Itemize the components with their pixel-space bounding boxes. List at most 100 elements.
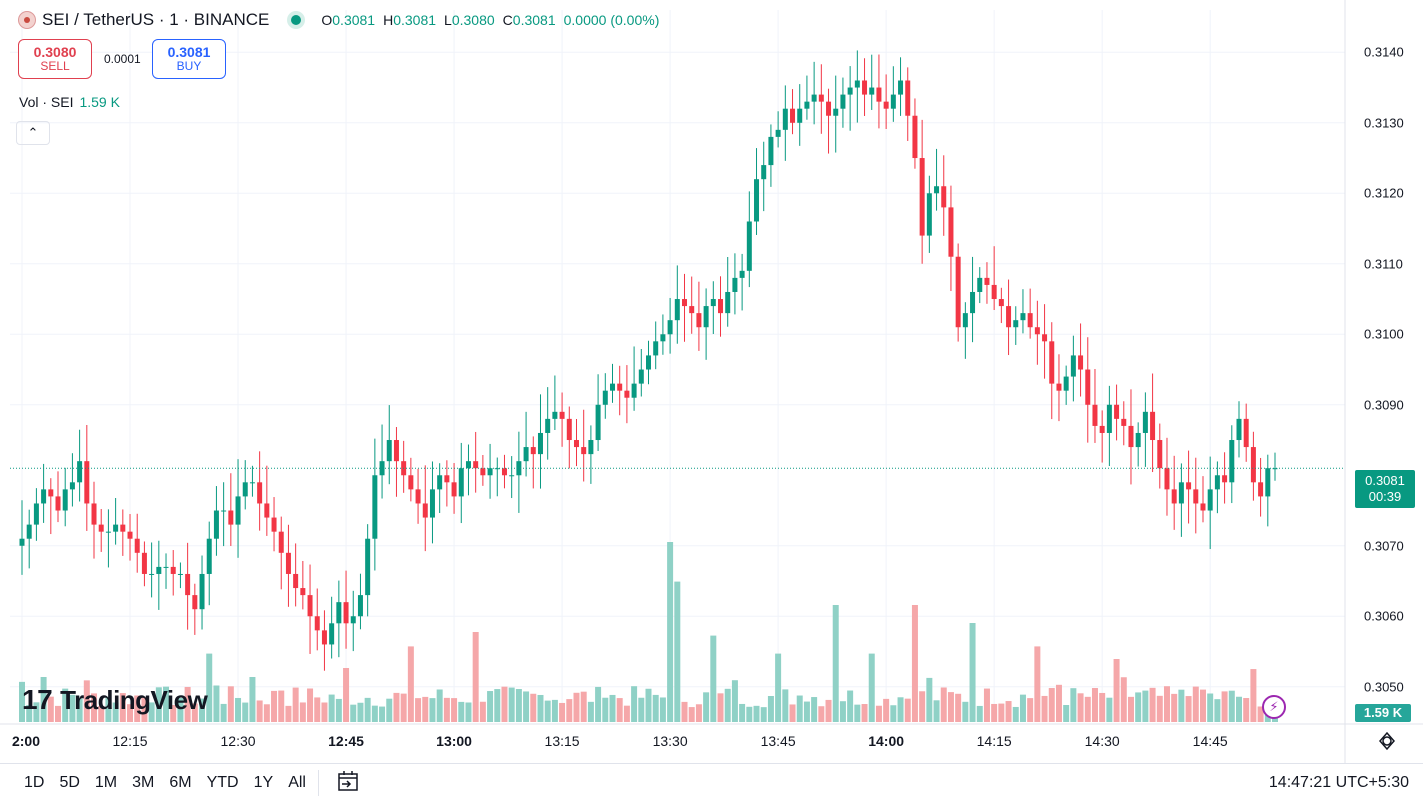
volume-bar (1192, 686, 1199, 722)
volume-bar (1005, 701, 1012, 722)
tradingview-logo[interactable]: 17 TradingView (22, 684, 208, 716)
volume-bar (919, 691, 926, 722)
volume-bar (623, 705, 630, 722)
candle-body (898, 80, 904, 95)
volume-bar (767, 695, 774, 722)
candle-body (19, 538, 25, 546)
volume-bar (1019, 694, 1026, 722)
candle-body (62, 489, 68, 511)
candle-body (674, 299, 680, 321)
volume-bar (292, 687, 299, 722)
candlestick-chart[interactable] (0, 0, 1423, 763)
range-1m[interactable]: 1M (94, 774, 118, 791)
range-6m[interactable]: 6M (169, 774, 192, 791)
volume-bar (638, 697, 645, 722)
volume-bar (451, 698, 458, 722)
volume-bar (26, 705, 33, 722)
lightning-alert-icon[interactable]: ⚡ (1262, 695, 1286, 719)
volume-bar (393, 692, 400, 722)
volume-bar (1113, 659, 1120, 722)
candle-body (609, 383, 615, 391)
volume-bar (602, 697, 609, 722)
candle-body (1070, 355, 1076, 377)
candle-body (768, 136, 774, 166)
volume-bar (155, 687, 162, 722)
candle-body (1135, 432, 1141, 448)
volume-bar (263, 704, 270, 722)
collapse-legend-button[interactable]: ⌃ (16, 121, 50, 145)
candle-body (739, 270, 745, 278)
volume-bar (775, 653, 782, 722)
range-1y[interactable]: 1Y (253, 774, 274, 791)
volume-bar (127, 704, 134, 722)
volume-bar (811, 697, 818, 722)
candle-body (703, 306, 709, 328)
market-open-status-icon (291, 15, 302, 25)
volume-bar (1063, 705, 1070, 722)
candle-body (242, 482, 248, 497)
candle-body (847, 87, 853, 95)
volume-bar (875, 705, 882, 722)
volume-bar (832, 605, 839, 722)
candle-body (91, 503, 97, 525)
candle-body (1106, 404, 1112, 433)
last-volume-tag: 1.59 K (1355, 704, 1411, 722)
volume-bar (667, 542, 674, 722)
candle-body (926, 193, 932, 236)
volume-bar (40, 677, 47, 722)
candle-body (1020, 313, 1026, 321)
candle-body (48, 489, 54, 497)
chart-settings-icon[interactable] (1377, 731, 1397, 751)
volume-bar (184, 686, 191, 722)
volume-bar (465, 702, 472, 722)
candle-body (199, 573, 205, 610)
volume-bar (983, 688, 990, 722)
volume-bar (343, 668, 350, 722)
volume-bar (746, 706, 753, 722)
volume-legend[interactable]: Vol · SEI 1.59 K (19, 94, 120, 110)
candle-body (984, 277, 990, 285)
ohlc-high: H0.3081 (383, 12, 437, 28)
volume-bar (1228, 690, 1235, 722)
range-3m[interactable]: 3M (132, 774, 155, 791)
candle-body (33, 503, 39, 525)
candle-body (991, 284, 997, 300)
range-all[interactable]: All (288, 774, 306, 791)
volume-bar (235, 697, 242, 722)
volume-bar (897, 697, 904, 722)
candle-body (970, 291, 976, 314)
candle-body (1207, 489, 1213, 511)
buy-button[interactable]: 0.3081 BUY (152, 39, 226, 79)
candle-body (1142, 411, 1148, 433)
candle-body (638, 369, 644, 384)
volume-bar (731, 680, 738, 722)
volume-bar (472, 632, 479, 722)
candle-body (761, 165, 767, 180)
candle-body (890, 94, 896, 109)
candle-body (1006, 306, 1012, 328)
go-to-date-icon[interactable] (336, 769, 360, 793)
volume-bar (285, 705, 292, 722)
sell-button[interactable]: 0.3080 SELL (18, 39, 92, 79)
candle-body (1042, 334, 1048, 342)
volume-bar (933, 700, 940, 722)
symbol-title[interactable]: SEI / TetherUS · 1 · BINANCE (42, 10, 270, 29)
volume-bar (436, 689, 443, 722)
volume-bar (1149, 687, 1156, 722)
volume-bar (710, 635, 717, 722)
range-1d[interactable]: 1D (24, 774, 45, 791)
volume-bar (991, 703, 998, 722)
candle-body (509, 475, 515, 477)
time-tick-label: 14:30 (1084, 733, 1120, 749)
utc-clock[interactable]: 14:47:21 UTC+5:30 (1268, 774, 1409, 791)
volume-bar (1257, 706, 1264, 722)
ohlc-low: L0.3080 (444, 12, 495, 28)
volume-bar (206, 653, 213, 722)
range-ytd[interactable]: YTD (206, 774, 239, 791)
volume-bar (847, 690, 854, 722)
candle-body (458, 468, 464, 497)
range-5d[interactable]: 5D (59, 774, 80, 791)
candle-body (185, 573, 191, 596)
volume-bar (307, 688, 314, 722)
candle-body (941, 186, 947, 208)
